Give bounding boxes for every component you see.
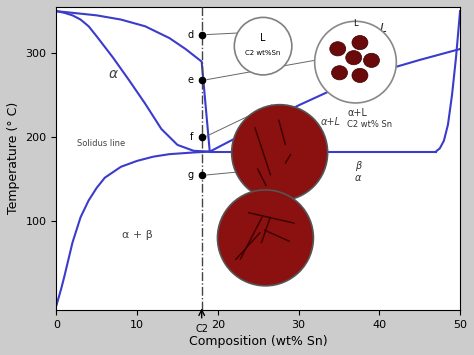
Text: α+L: α+L <box>347 108 367 118</box>
Circle shape <box>232 105 328 201</box>
Ellipse shape <box>346 50 362 65</box>
Text: α + β: α + β <box>122 230 153 240</box>
Ellipse shape <box>364 53 380 67</box>
Text: L: L <box>260 33 266 43</box>
Circle shape <box>315 21 396 103</box>
Ellipse shape <box>331 66 347 80</box>
Text: f: f <box>190 132 193 142</box>
Text: Solidus line: Solidus line <box>76 139 125 148</box>
Ellipse shape <box>352 68 368 83</box>
Text: α+L: α+L <box>321 117 341 127</box>
Text: d: d <box>188 30 193 40</box>
Text: β: β <box>355 161 361 171</box>
Text: C2 wt%Sn: C2 wt%Sn <box>246 50 281 55</box>
Text: e: e <box>188 75 193 85</box>
Text: L: L <box>344 43 350 56</box>
X-axis label: Composition (wt% Sn): Composition (wt% Sn) <box>189 335 328 348</box>
Text: α: α <box>355 173 362 183</box>
Text: L: L <box>353 20 358 28</box>
Text: L: L <box>379 22 386 35</box>
Text: α: α <box>108 67 118 81</box>
Text: g: g <box>188 170 193 180</box>
Y-axis label: Temperature (° C): Temperature (° C) <box>7 102 20 214</box>
Circle shape <box>234 17 292 75</box>
Ellipse shape <box>330 42 346 56</box>
Text: C2: C2 <box>195 324 208 334</box>
Text: C2 wt% Sn: C2 wt% Sn <box>347 120 392 129</box>
Circle shape <box>218 190 313 286</box>
Ellipse shape <box>352 36 368 50</box>
